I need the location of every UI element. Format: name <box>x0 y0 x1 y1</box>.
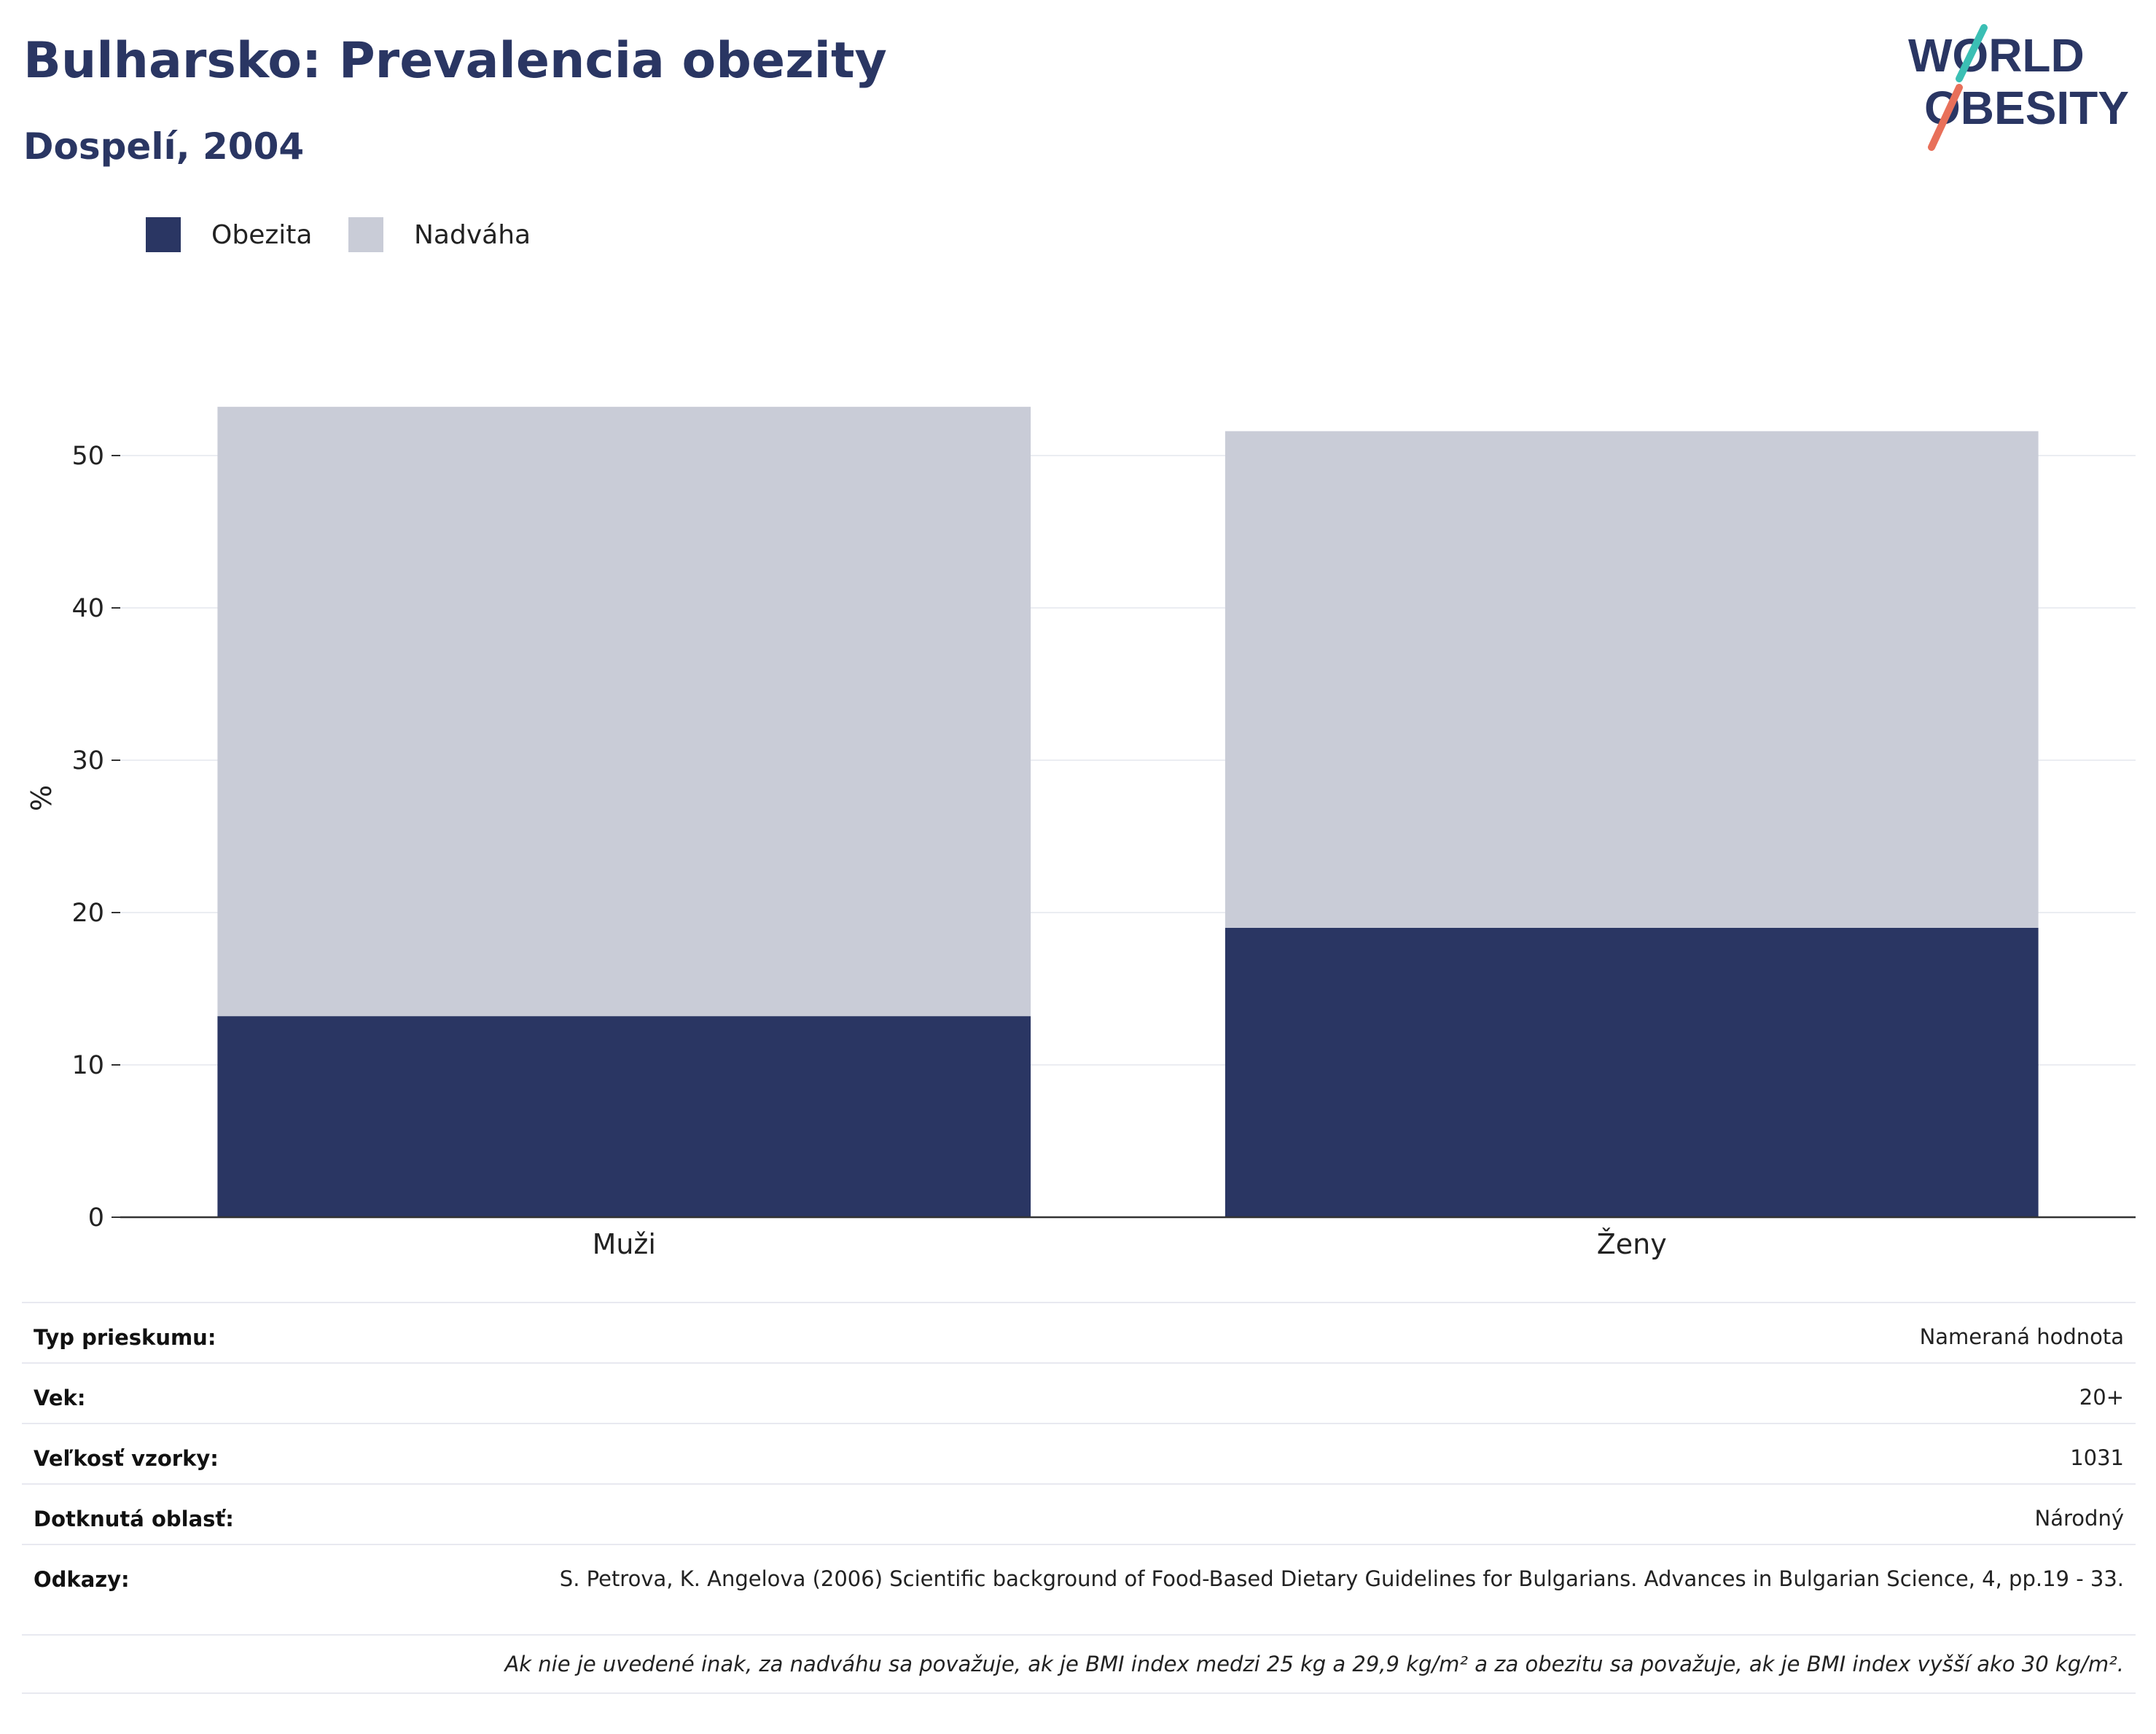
info-row-references: Odkazy: S. Petrova, K. Angelova (2006) S… <box>22 1544 2136 1634</box>
world-obesity-logo: WORLD OBESITY <box>1908 24 2129 151</box>
bmi-footnote: Ak nie je uvedené inak, za nadváhu sa po… <box>504 1652 2124 1676</box>
bar-obezita-1[interactable] <box>1225 927 2039 1217</box>
bar-obezita-0[interactable] <box>217 1016 1031 1217</box>
info-key: Vek: <box>34 1386 86 1410</box>
legend-swatch-nadvaha <box>348 217 383 252</box>
y-tick-label: 50 <box>71 442 104 471</box>
bars <box>217 407 2039 1217</box>
x-category-label: Ženy <box>1597 1228 1667 1260</box>
y-axis-title: % <box>26 785 58 811</box>
y-tick-label: 0 <box>88 1203 104 1233</box>
logo-slash-bottom <box>1928 84 1963 151</box>
bar-nadvaha-1[interactable] <box>1225 431 2039 928</box>
footnote-row: Ak nie je uvedené inak, za nadváhu sa po… <box>22 1634 2136 1694</box>
chart-plot: 0 10 20 30 40 50 Muži Ženy % <box>26 407 2136 1260</box>
info-value: 20+ <box>2079 1385 2124 1410</box>
info-value: Národný <box>2034 1506 2124 1531</box>
info-key: Typ prieskumu: <box>34 1325 216 1350</box>
bar-nadvaha-0[interactable] <box>217 407 1031 1017</box>
survey-info-table: Typ prieskumu: Nameraná hodnota Vek: 20+… <box>22 1302 2136 1694</box>
y-tick-label: 40 <box>71 594 104 623</box>
info-key: Veľkosť vzorky: <box>34 1446 219 1471</box>
info-value: Nameraná hodnota <box>1919 1324 2124 1349</box>
info-key: Dotknutá oblasť: <box>34 1507 234 1531</box>
logo-slash-top <box>1956 24 1988 82</box>
logo-word-world: WORLD <box>1908 29 2085 82</box>
x-category-label: Muži <box>593 1228 656 1260</box>
info-value: 1031 <box>2070 1445 2124 1470</box>
legend-label-obezita: Obezita <box>211 220 313 250</box>
chart-subtitle: Dospelí, 2004 <box>23 125 305 168</box>
legend-swatch-obezita <box>146 217 181 252</box>
info-row-sample-size: Veľkosť vzorky: 1031 <box>22 1423 2136 1483</box>
info-row-area: Dotknutá oblasť: Národný <box>22 1483 2136 1544</box>
info-row-age: Vek: 20+ <box>22 1362 2136 1423</box>
reference-text: S. Petrova, K. Angelova (2006) Scientifi… <box>559 1566 2124 1591</box>
axes: 0 10 20 30 40 50 Muži Ženy <box>71 442 2136 1260</box>
y-tick-label: 30 <box>71 746 104 776</box>
legend-label-nadvaha: Nadváha <box>414 220 531 250</box>
chart-title: Bulharsko: Prevalencia obezity <box>23 32 887 90</box>
y-tick-label: 20 <box>71 899 104 928</box>
y-tick-label: 10 <box>71 1051 104 1080</box>
info-key: Odkazy: <box>34 1567 130 1592</box>
info-row-survey-type: Typ prieskumu: Nameraná hodnota <box>22 1302 2136 1362</box>
